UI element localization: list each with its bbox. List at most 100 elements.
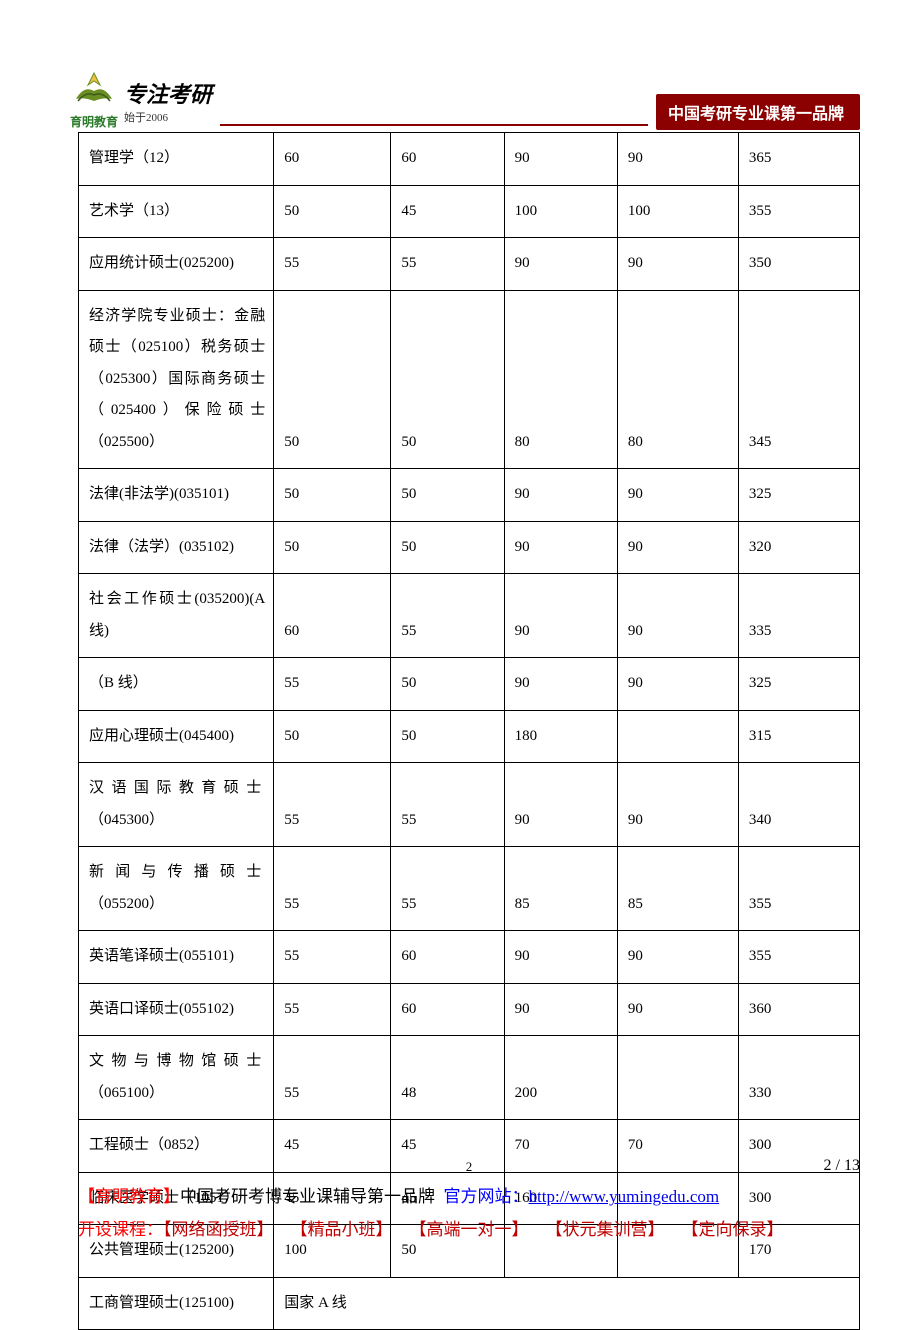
table-cell: 90: [617, 931, 738, 984]
table-cell: 55: [391, 763, 504, 847]
table-cell: 国家 A 线: [274, 1277, 860, 1330]
table-cell: 55: [274, 658, 391, 711]
footer-course-item: 【状元集训营】: [546, 1220, 665, 1239]
footer-course-item: 【网络函授班】: [163, 1220, 274, 1239]
logo-text-group: 专注考研 始于2006: [124, 77, 212, 125]
table-row: 工商管理硕士(125100)国家 A 线: [79, 1277, 860, 1330]
logo-icon: [70, 71, 118, 113]
table-cell: 55: [391, 574, 504, 658]
page-footer: 2 2 / 13 【育明教育】中国考研考博专业课辅导第一品牌 官方网站：http…: [0, 1159, 920, 1246]
table-cell: 经济学院专业硕士：金融硕士（025100）税务硕士（025300）国际商务硕士（…: [79, 290, 274, 469]
table-cell: 55: [274, 931, 391, 984]
table-cell: 80: [504, 290, 617, 469]
table-cell: 90: [617, 658, 738, 711]
table-cell: 90: [617, 983, 738, 1036]
table-cell: 法律(非法学)(035101): [79, 469, 274, 522]
table-cell: 90: [617, 238, 738, 291]
table-cell: 50: [391, 710, 504, 763]
table-cell: 50: [391, 658, 504, 711]
table-cell: 340: [738, 763, 859, 847]
table-cell: 80: [617, 290, 738, 469]
table-cell: 50: [274, 185, 391, 238]
table-cell: 60: [274, 574, 391, 658]
table-cell: 应用心理硕士(045400): [79, 710, 274, 763]
table-cell: 90: [504, 521, 617, 574]
table-row: 应用统计硕士(025200)55559090350: [79, 238, 860, 291]
footer-course-item: 【定向保录】: [682, 1220, 784, 1239]
table-cell: 社会工作硕士(035200)(A 线): [79, 574, 274, 658]
table-cell: 英语口译硕士(055102): [79, 983, 274, 1036]
score-table: 管理学（12）60609090365艺术学（13）5045100100355应用…: [78, 132, 860, 1330]
table-cell: 90: [504, 763, 617, 847]
table-cell: 90: [504, 658, 617, 711]
table-cell: 60: [391, 931, 504, 984]
table-cell: 200: [504, 1036, 617, 1120]
table-cell: 法律（法学）(035102): [79, 521, 274, 574]
logo-title: 专注考研: [124, 77, 212, 109]
footer-course-item: 【精品小班】: [291, 1220, 393, 1239]
table-cell: 英语笔译硕士(055101): [79, 931, 274, 984]
table-cell: 汉语国际教育硕士（045300）: [79, 763, 274, 847]
table-cell: 90: [504, 133, 617, 186]
footer-courses-label: 开设课程：: [78, 1220, 163, 1239]
table-cell: [617, 1036, 738, 1120]
table-cell: 365: [738, 133, 859, 186]
table-cell: [617, 710, 738, 763]
table-cell: 90: [617, 521, 738, 574]
footer-brand: 【育明教育】: [78, 1187, 180, 1206]
table-cell: 50: [391, 521, 504, 574]
table-cell: 320: [738, 521, 859, 574]
table-row: 应用心理硕士(045400)5050180315: [79, 710, 860, 763]
table-cell: 50: [274, 469, 391, 522]
table-cell: 50: [391, 290, 504, 469]
table-cell: 90: [617, 574, 738, 658]
table-cell: 55: [274, 763, 391, 847]
table-row: 法律(非法学)(035101)50509090325: [79, 469, 860, 522]
table-cell: 360: [738, 983, 859, 1036]
table-cell: 90: [504, 931, 617, 984]
table-cell: 工商管理硕士(125100): [79, 1277, 274, 1330]
table-cell: 100: [617, 185, 738, 238]
footer-tagline: 中国考研考博专业课辅导第一品牌: [180, 1187, 435, 1206]
table-cell: 60: [391, 983, 504, 1036]
logo-subtitle: 始于2006: [124, 109, 168, 125]
table-cell: 文物与博物馆硕士（065100）: [79, 1036, 274, 1120]
table-row: 英语笔译硕士(055101)55609090355: [79, 931, 860, 984]
table-cell: 90: [617, 763, 738, 847]
table-cell: 90: [617, 469, 738, 522]
table-cell: 50: [391, 469, 504, 522]
table-cell: 335: [738, 574, 859, 658]
table-cell: 350: [738, 238, 859, 291]
table-cell: 90: [504, 983, 617, 1036]
table-cell: 48: [391, 1036, 504, 1120]
table-row: 法律（法学）(035102)50509090320: [79, 521, 860, 574]
page-number-center: 2: [78, 1159, 860, 1175]
table-cell: 355: [738, 185, 859, 238]
page-number-right: 2 / 13: [824, 1157, 860, 1175]
logo-block: 育明教育 专注考研 始于2006: [70, 71, 212, 130]
table-cell: 60: [274, 133, 391, 186]
table-container: 管理学（12）60609090365艺术学（13）5045100100355应用…: [0, 130, 920, 1330]
table-row: 文物与博物馆硕士（065100）5548200330: [79, 1036, 860, 1120]
table-cell: 管理学（12）: [79, 133, 274, 186]
table-cell: 325: [738, 658, 859, 711]
table-row: 新闻与传播硕士（055200）55558585355: [79, 847, 860, 931]
table-cell: 180: [504, 710, 617, 763]
table-row: 英语口译硕士(055102)55609090360: [79, 983, 860, 1036]
table-cell: 55: [391, 847, 504, 931]
header-divider: [220, 124, 648, 126]
table-cell: 55: [391, 238, 504, 291]
table-cell: 90: [504, 574, 617, 658]
table-cell: 330: [738, 1036, 859, 1120]
table-row: 汉语国际教育硕士（045300）55559090340: [79, 763, 860, 847]
table-cell: （B 线）: [79, 658, 274, 711]
table-cell: 艺术学（13）: [79, 185, 274, 238]
table-row: 艺术学（13）5045100100355: [79, 185, 860, 238]
table-row: 社会工作硕士(035200)(A 线)60559090335: [79, 574, 860, 658]
footer-website-link[interactable]: http://www.yumingedu.com: [529, 1187, 720, 1206]
table-cell: 45: [391, 185, 504, 238]
page-header: 育明教育 专注考研 始于2006 中国考研专业课第一品牌: [0, 0, 920, 130]
table-cell: 90: [617, 133, 738, 186]
table-cell: 325: [738, 469, 859, 522]
header-banner: 中国考研专业课第一品牌: [656, 94, 860, 130]
